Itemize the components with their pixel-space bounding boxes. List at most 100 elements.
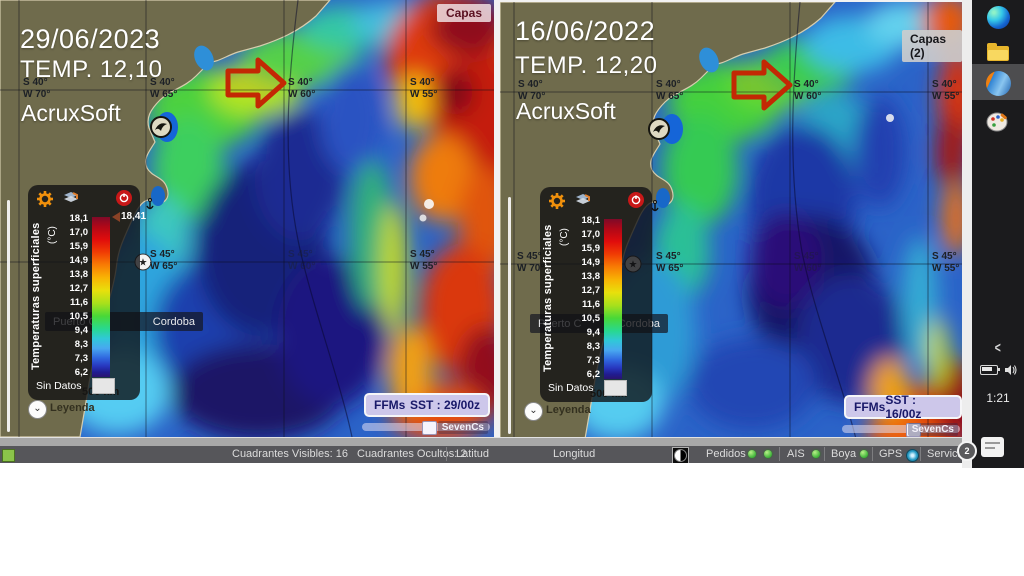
anchor-icon bbox=[651, 200, 659, 212]
anchor-icon bbox=[146, 198, 154, 210]
brand-watermark: AcruxSoft bbox=[516, 98, 616, 124]
ais-status-dot bbox=[812, 450, 820, 458]
status-indicator-square bbox=[2, 449, 15, 462]
map-date: 16/06/2022 bbox=[515, 16, 656, 46]
grid-label: S 40° W 55° bbox=[410, 77, 438, 100]
speaker-icon bbox=[1004, 365, 1017, 375]
grid-label: S 45° W 70° bbox=[517, 251, 545, 274]
no-data-swatch bbox=[604, 380, 627, 396]
servicio-label: Servicio bbox=[927, 448, 967, 460]
scroll-gutter bbox=[0, 437, 962, 446]
ffms-sst-button[interactable]: FFMs SST : 29/00z bbox=[364, 393, 490, 417]
scrollbar-handle[interactable] bbox=[422, 421, 437, 435]
battery-icon bbox=[979, 365, 1000, 375]
folder-icon[interactable] bbox=[972, 38, 1024, 64]
grid-label: S 45° W 55° bbox=[932, 251, 960, 274]
page-background bbox=[0, 463, 962, 576]
contrast-icon[interactable] bbox=[672, 447, 689, 464]
map-panel-right[interactable]: ★ 16/06/2022 TEMP. 12,20 AcruxSoft Capas… bbox=[500, 0, 962, 439]
color-scale bbox=[604, 219, 622, 379]
pedidos-label: Pedidos bbox=[706, 448, 746, 460]
grid-label: S 45° W 60° bbox=[288, 249, 316, 272]
grid-label: S 40° W 55° bbox=[932, 79, 960, 102]
cuadrantes-visibles: Cuadrantes Visibles: 16 bbox=[232, 448, 348, 460]
battery-speaker-icons[interactable] bbox=[972, 362, 1024, 378]
divider bbox=[920, 447, 921, 461]
pedidos-status-dot bbox=[748, 450, 756, 458]
vertical-scrollbar[interactable] bbox=[7, 200, 10, 432]
ffms-sst-button[interactable]: FFMs SST : 16/00z bbox=[844, 393, 962, 421]
grid-label: S 40° W 70° bbox=[518, 79, 546, 102]
boya-label: Boya bbox=[831, 448, 857, 460]
grid-label: S 45° W 60° bbox=[794, 251, 822, 274]
app-icon[interactable] bbox=[972, 70, 1024, 96]
horizontal-scrollbar[interactable]: SevenCs bbox=[362, 421, 490, 435]
map-date: 29/06/2023 bbox=[20, 24, 161, 54]
latitud-label: Latitud bbox=[456, 448, 490, 460]
svg-text:★: ★ bbox=[139, 258, 148, 269]
arrow-icon bbox=[225, 57, 287, 109]
gear-icon[interactable] bbox=[36, 190, 54, 208]
no-data-label: Sin Datos bbox=[548, 382, 594, 394]
layers-icon[interactable] bbox=[62, 190, 80, 208]
grid-label: S 40° W 60° bbox=[288, 77, 316, 100]
clock[interactable]: 1:21 bbox=[986, 391, 1010, 405]
divider bbox=[779, 447, 780, 461]
collapse-icon[interactable]: ⌄ bbox=[524, 402, 543, 421]
map-panel-left[interactable]: ★ 29/06/2023 TEMP. 12,10 AcruxSoft Capas… bbox=[0, 0, 494, 437]
capas-button[interactable]: Capas (2) bbox=[902, 30, 962, 62]
legend-title: Temperaturas superficiales bbox=[542, 224, 554, 372]
power-icon[interactable] bbox=[628, 192, 644, 208]
map-temp: TEMP. 12,20 bbox=[515, 52, 658, 79]
taskbar-edge bbox=[962, 0, 972, 468]
sevencs-label: SevenCs bbox=[907, 423, 958, 436]
cuadrantes-ocultos: Cuadrantes Ocultos: 2 bbox=[357, 448, 467, 460]
no-data-label: Sin Datos bbox=[36, 380, 82, 392]
pedidos-status-dot bbox=[764, 450, 772, 458]
notification-badge: 2 bbox=[957, 441, 977, 461]
edge-icon[interactable] bbox=[972, 3, 1024, 31]
layers-icon[interactable] bbox=[574, 192, 592, 210]
longitud-label: Longitud bbox=[553, 448, 596, 460]
notification-icon[interactable] bbox=[981, 437, 1004, 457]
ais-label: AIS bbox=[787, 448, 805, 460]
temperature-legend: Temperaturas superficiales (°C) 18,1 17,… bbox=[540, 187, 652, 402]
grid-label: S 45° W 55° bbox=[410, 249, 438, 272]
marker-triangle-icon bbox=[112, 211, 120, 222]
horizontal-scrollbar[interactable]: SevenCs bbox=[842, 423, 960, 437]
grid-label: S 40° W 70° bbox=[23, 77, 51, 100]
brand-watermark: AcruxSoft bbox=[21, 100, 121, 126]
temperature-legend: Temperaturas superficiales (°C) 18,1 17,… bbox=[28, 185, 146, 400]
no-data-swatch bbox=[92, 378, 115, 394]
vertical-scrollbar[interactable] bbox=[508, 197, 511, 434]
capas-button[interactable]: Capas bbox=[436, 4, 491, 22]
divider bbox=[824, 447, 825, 461]
leyenda-label[interactable]: Leyenda bbox=[50, 402, 95, 414]
arrow-icon bbox=[731, 59, 793, 111]
gps-label: GPS bbox=[879, 448, 903, 460]
divider bbox=[446, 447, 447, 461]
paint-icon[interactable] bbox=[972, 108, 1024, 136]
panel-divider bbox=[494, 0, 500, 437]
leyenda-label[interactable]: Leyenda bbox=[546, 404, 591, 416]
grid-label: S 45° W 65° bbox=[656, 251, 684, 274]
sevencs-label: SevenCs bbox=[437, 421, 488, 434]
grid-label: S 45° W 65° bbox=[150, 249, 178, 272]
boya-status-dot bbox=[860, 450, 868, 458]
windows-taskbar: < 1:21 bbox=[972, 0, 1024, 468]
power-icon[interactable] bbox=[116, 190, 132, 206]
scrollbar-handle[interactable] bbox=[906, 423, 921, 437]
current-temp-marker: 18,41 bbox=[112, 211, 146, 222]
scrollbar-track[interactable] bbox=[842, 425, 960, 433]
status-bar: Cuadrantes Visibles: 16 Cuadrantes Ocult… bbox=[0, 446, 966, 464]
gear-icon[interactable] bbox=[548, 192, 566, 210]
collapse-icon[interactable]: ⌄ bbox=[28, 400, 47, 419]
hidden-icons-chevron[interactable]: < bbox=[994, 338, 1002, 356]
grid-label: S 40° W 65° bbox=[150, 77, 178, 100]
dolphin-icon bbox=[648, 118, 670, 140]
map-temp: TEMP. 12,10 bbox=[20, 56, 163, 83]
gps-status-icon bbox=[906, 449, 919, 462]
legend-title: Temperaturas superficiales bbox=[30, 222, 42, 370]
dolphin-icon bbox=[150, 116, 172, 138]
